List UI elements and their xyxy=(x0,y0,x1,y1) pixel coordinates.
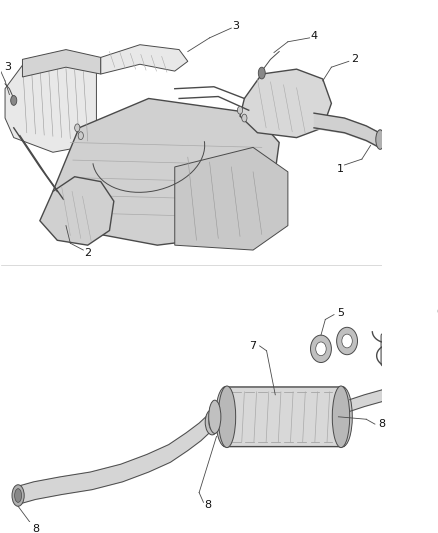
Ellipse shape xyxy=(258,67,265,79)
Ellipse shape xyxy=(208,400,221,433)
Polygon shape xyxy=(175,148,288,250)
Ellipse shape xyxy=(215,387,235,447)
Ellipse shape xyxy=(11,95,17,106)
Ellipse shape xyxy=(218,386,236,448)
Ellipse shape xyxy=(376,130,385,149)
Ellipse shape xyxy=(242,114,247,122)
Ellipse shape xyxy=(337,327,357,354)
Polygon shape xyxy=(240,69,332,138)
Ellipse shape xyxy=(342,334,352,348)
Text: 3: 3 xyxy=(4,62,11,72)
Ellipse shape xyxy=(311,335,332,362)
Polygon shape xyxy=(350,385,395,411)
Polygon shape xyxy=(16,414,211,504)
Ellipse shape xyxy=(74,124,80,132)
Text: 8: 8 xyxy=(204,500,212,510)
Polygon shape xyxy=(22,50,101,77)
FancyBboxPatch shape xyxy=(223,387,345,447)
Polygon shape xyxy=(101,45,188,74)
Ellipse shape xyxy=(205,409,219,435)
Text: 7: 7 xyxy=(249,341,256,351)
Ellipse shape xyxy=(316,342,326,356)
Ellipse shape xyxy=(237,106,243,114)
FancyBboxPatch shape xyxy=(381,333,412,366)
Text: 8: 8 xyxy=(378,419,385,429)
Ellipse shape xyxy=(208,414,215,430)
Text: 8: 8 xyxy=(32,524,39,533)
Ellipse shape xyxy=(333,387,352,447)
Polygon shape xyxy=(5,54,96,152)
Polygon shape xyxy=(395,367,428,397)
Text: 2: 2 xyxy=(351,54,358,64)
Text: 6: 6 xyxy=(437,306,438,317)
Ellipse shape xyxy=(78,132,83,140)
Text: 1: 1 xyxy=(337,164,343,174)
Polygon shape xyxy=(53,99,279,245)
Text: 3: 3 xyxy=(232,21,239,31)
Text: 5: 5 xyxy=(337,308,344,318)
Polygon shape xyxy=(40,177,114,245)
Polygon shape xyxy=(428,358,438,379)
Ellipse shape xyxy=(332,386,350,448)
Text: 4: 4 xyxy=(311,31,318,41)
Polygon shape xyxy=(209,403,220,431)
Ellipse shape xyxy=(12,484,24,506)
Text: 2: 2 xyxy=(84,248,91,258)
Ellipse shape xyxy=(14,489,21,503)
